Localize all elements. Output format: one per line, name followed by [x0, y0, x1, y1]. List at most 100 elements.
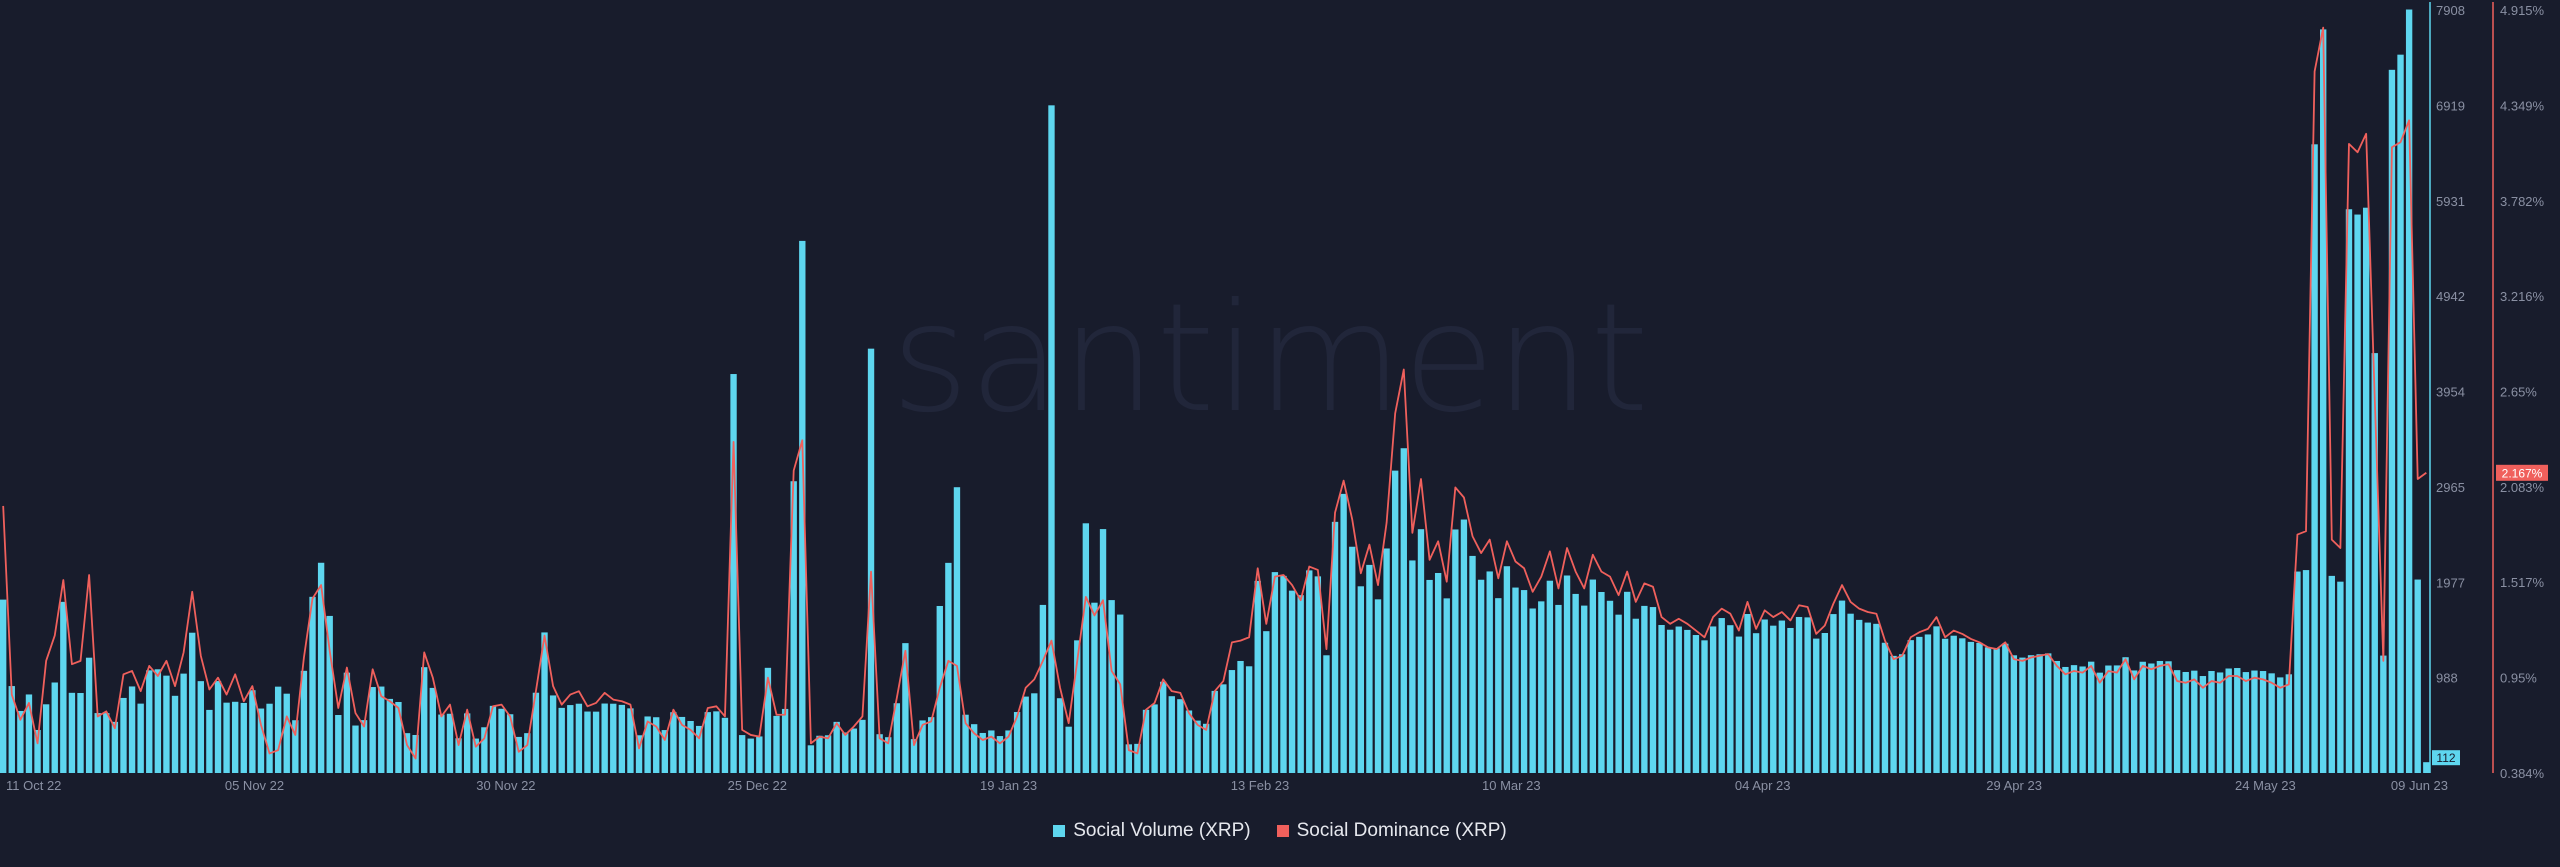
volume-bar: [2148, 663, 2155, 773]
volume-bars: [0, 9, 2430, 774]
volume-bar: [738, 735, 746, 773]
y-right-tick-label: 1.517%: [2500, 575, 2545, 590]
volume-bar: [17, 710, 24, 773]
volume-bar: [1916, 636, 1923, 773]
volume-bar: [1374, 599, 1382, 773]
x-tick-label: 29 Apr 23: [1986, 778, 2042, 793]
volume-bar: [532, 692, 540, 773]
volume-bar: [1288, 590, 1296, 773]
volume-bar: [2380, 655, 2387, 773]
volume-bar: [2036, 654, 2043, 773]
volume-bar: [644, 716, 651, 773]
volume-bar: [1606, 600, 1614, 773]
volume-bar: [2294, 571, 2301, 773]
volume-bar: [300, 670, 308, 773]
volume-bar: [1013, 712, 1021, 773]
volume-bar: [1924, 634, 1932, 773]
volume-bar: [1031, 693, 1038, 773]
x-tick-label: 10 Mar 23: [1482, 778, 1541, 793]
y-right-tick-label: 0.384%: [2500, 766, 2545, 781]
volume-bar: [2225, 668, 2232, 773]
dominance-line-group: [2, 26, 2427, 760]
volume-bar: [2311, 144, 2318, 773]
volume-bar: [721, 717, 729, 773]
volume-bar: [1512, 587, 1519, 773]
volume-bar: [240, 702, 247, 773]
volume-bar: [1383, 548, 1390, 773]
legend-item-dominance[interactable]: Social Dominance (XRP): [1276, 820, 1507, 842]
volume-bar: [842, 732, 849, 773]
volume-bar: [2182, 671, 2189, 773]
volume-bar: [1959, 638, 1966, 773]
y-left-tick-label: 3954: [2436, 385, 2465, 400]
volume-bar: [1495, 598, 1502, 773]
volume-bar: [1993, 648, 2000, 773]
volume-bar: [257, 708, 265, 773]
volume-bar: [1022, 696, 1029, 773]
volume-bar: [42, 704, 50, 773]
volume-bar: [1082, 523, 1090, 773]
volume-bar: [206, 709, 213, 773]
volume-bar: [2414, 579, 2421, 773]
volume-bar: [549, 695, 557, 773]
volume-bar: [1598, 591, 1605, 773]
volume-bar: [1907, 640, 1914, 773]
volume-bar: [2053, 660, 2060, 773]
volume-bar: [747, 738, 754, 773]
volume-bar: [2105, 665, 2112, 773]
volume-bar: [1477, 579, 1485, 773]
volume-bar: [824, 735, 832, 773]
volume-bar: [1460, 519, 1468, 773]
volume-bar: [1340, 493, 1347, 773]
volume-bar: [2165, 661, 2172, 773]
volume-bar: [1744, 613, 1751, 773]
volume-bar: [171, 695, 179, 773]
legend-item-volume[interactable]: Social Volume (XRP): [1053, 820, 1251, 842]
x-tick-label: 19 Jan 23: [980, 778, 1037, 793]
volume-bar: [506, 714, 514, 773]
x-tick-label: 04 Apr 23: [1735, 778, 1791, 793]
volume-bar: [2096, 672, 2103, 773]
volume-bar: [2320, 29, 2327, 773]
volume-bar: [541, 632, 548, 773]
volume-bar: [1271, 572, 1279, 773]
volume-bar: [1357, 586, 1364, 773]
volume-bar: [876, 734, 883, 773]
volume-last-badge-bg: [2432, 750, 2460, 766]
volume-bar: [1538, 601, 1545, 773]
volume-bar: [197, 681, 204, 773]
volume-bar: [2234, 668, 2241, 773]
volume-bar: [902, 643, 909, 773]
volume-bar: [266, 703, 273, 773]
volume-bar: [1056, 698, 1064, 773]
volume-bar: [2423, 762, 2430, 773]
volume-bar: [945, 562, 952, 773]
volume-bar: [214, 681, 222, 773]
volume-bar: [352, 725, 359, 773]
volume-bar: [1572, 593, 1579, 773]
volume-bar: [1881, 642, 1889, 773]
volume-bar: [2070, 665, 2078, 773]
volume-bar: [953, 487, 961, 773]
volume-bar: [1632, 618, 1639, 773]
volume-bar: [343, 672, 351, 773]
volume-bar: [2285, 674, 2292, 773]
volume-bar: [687, 720, 694, 773]
volume-bar: [1452, 529, 1459, 773]
volume-bar: [1245, 666, 1253, 773]
volume-bar: [1503, 566, 1511, 773]
volume-bar: [1795, 616, 1803, 773]
volume-bar: [34, 729, 41, 773]
legend-label-dominance: Social Dominance (XRP): [1296, 820, 1507, 841]
volume-bar: [317, 562, 325, 773]
volume-bar: [859, 719, 866, 773]
last-value-badges: 112 2.167%: [2432, 464, 2548, 766]
volume-bar: [1039, 604, 1047, 773]
volume-bar: [2113, 665, 2121, 773]
volume-bar: [180, 673, 187, 773]
volume-bar: [584, 711, 591, 773]
volume-bar: [1838, 600, 1846, 773]
volume-bar: [1529, 608, 1536, 773]
volume-bar: [1108, 600, 1115, 773]
volume-bar: [756, 736, 763, 773]
